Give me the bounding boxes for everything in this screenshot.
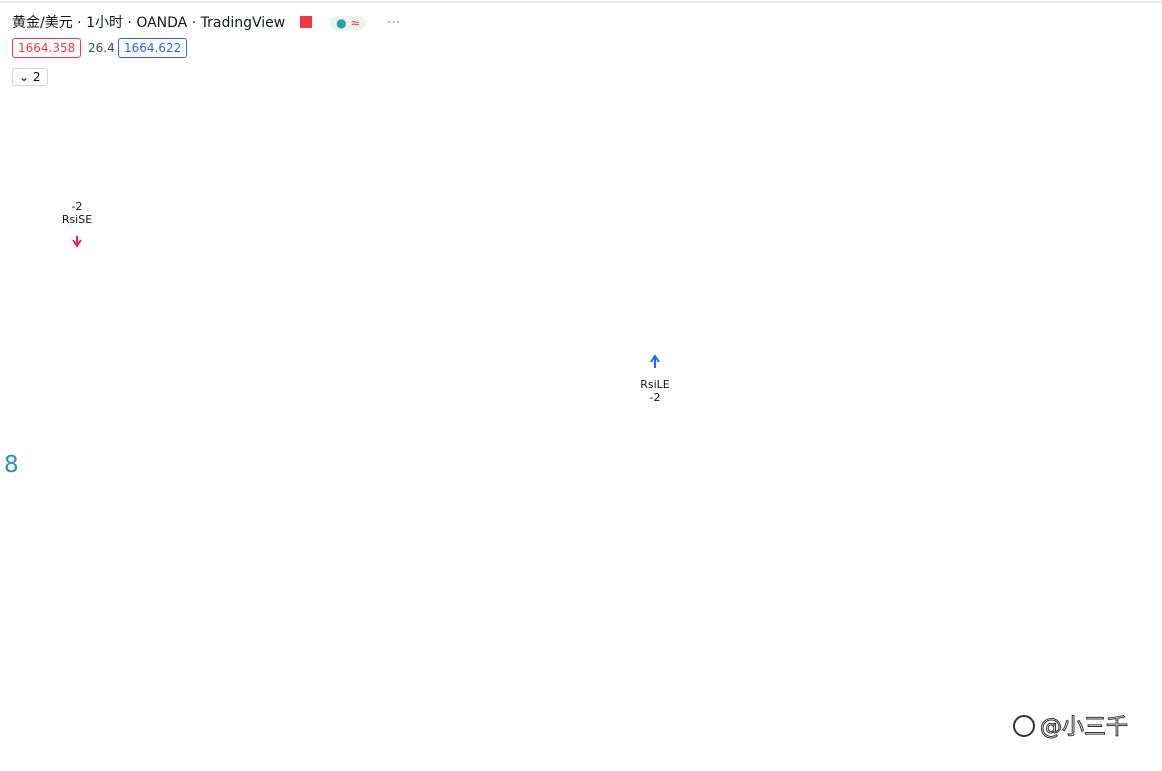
- more-menu[interactable]: ···: [386, 15, 401, 31]
- status-pill[interactable]: ● ≈: [330, 16, 367, 30]
- ask-price[interactable]: 1664.622: [118, 38, 188, 58]
- indicator-toggle[interactable]: ⌄ 2: [12, 68, 48, 86]
- symbol-title[interactable]: 黄金/美元 · 1小时 · OANDA · TradingView ● ≈ ··…: [12, 12, 400, 32]
- long-arrow: [650, 354, 660, 368]
- watermark: @小三千: [1040, 715, 1128, 740]
- left-label: 8: [4, 452, 19, 478]
- short-arrow: [72, 236, 82, 248]
- signal-name: RsiSE: [62, 213, 92, 226]
- signal-name: RsiLE: [640, 378, 670, 391]
- watermark-logo: [1013, 715, 1035, 737]
- indicator-count: 2: [32, 70, 41, 84]
- symbol: 黄金/美元 · 1小时 · OANDA · TradingView: [12, 15, 286, 31]
- signal-count: -2: [650, 391, 661, 404]
- spread: 26.4: [88, 41, 115, 55]
- signal-count: -2: [72, 200, 83, 213]
- flag[interactable]: [299, 16, 312, 28]
- bid-price[interactable]: 1664.358: [12, 38, 82, 58]
